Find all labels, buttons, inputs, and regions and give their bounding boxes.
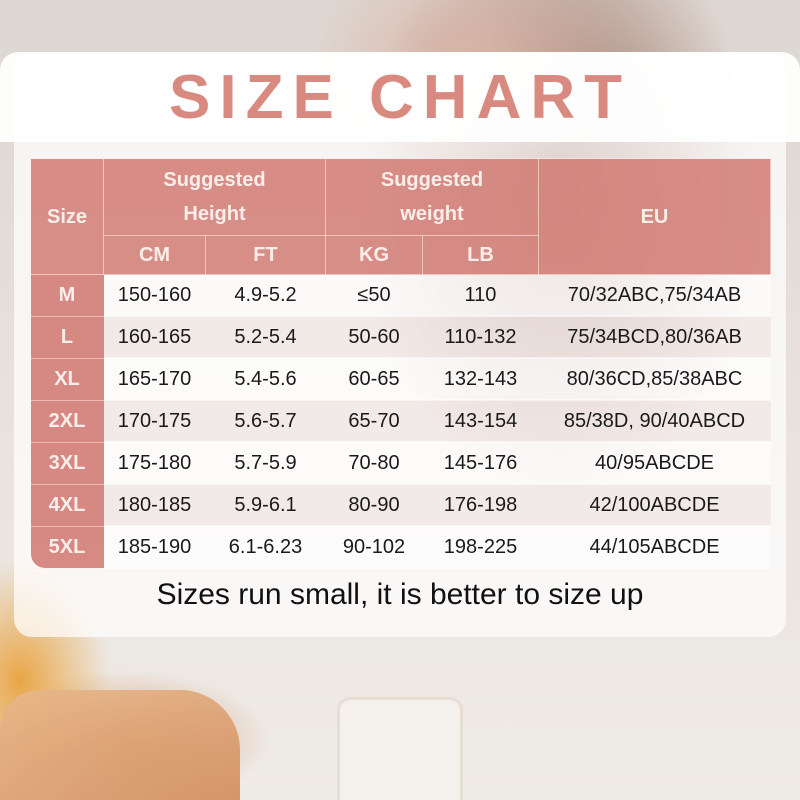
cell-ft: 5.2-5.4 xyxy=(205,316,326,359)
cell-cm: 170-175 xyxy=(103,400,206,443)
table-row: L 160-165 5.2-5.4 50-60 110-132 75/34BCD,80/3… xyxy=(30,316,771,359)
table-row: XL 165-170 5.4-5.6 60-65 132-143 80/36CD,85/3… xyxy=(30,358,771,401)
cell-eu: 44/105ABCDE xyxy=(538,526,771,569)
cell-lb: 176-198 xyxy=(422,484,539,527)
cell-kg: 70-80 xyxy=(325,442,423,485)
header-weight: Suggested weight xyxy=(325,158,539,236)
cell-cm: 185-190 xyxy=(103,526,206,569)
size-table: Size Suggested Height Suggested weight E… xyxy=(30,158,771,569)
header-weight-label: Suggested weight xyxy=(380,169,484,225)
size-note: Sizes run small, it is better to size up xyxy=(156,578,644,611)
cell-ft: 5.9-6.1 xyxy=(205,484,326,527)
background-food-photo xyxy=(0,690,240,800)
header-ft: FT xyxy=(205,235,326,275)
cell-size: M xyxy=(30,274,104,317)
cell-kg: 80-90 xyxy=(325,484,423,527)
cell-lb: 132-143 xyxy=(422,358,539,401)
cell-size: 5XL xyxy=(30,526,104,569)
cell-kg: 65-70 xyxy=(325,400,423,443)
background-cup-photo xyxy=(340,700,460,800)
cell-kg: 50-60 xyxy=(325,316,423,359)
cell-lb: 198-225 xyxy=(422,526,539,569)
cell-cm: 180-185 xyxy=(103,484,206,527)
header-height-label: Suggested Height xyxy=(163,169,266,225)
cell-eu: 80/36CD,85/38ABC xyxy=(538,358,771,401)
cell-cm: 150-160 xyxy=(103,274,206,317)
cell-lb: 145-176 xyxy=(422,442,539,485)
header-lb: LB xyxy=(422,235,539,275)
table-row: 5XL 185-190 6.1-6.23 90-102 198-225 44/105ABC… xyxy=(30,526,771,569)
cell-kg: 60-65 xyxy=(325,358,423,401)
cell-kg: ≤50 xyxy=(325,274,423,317)
cell-eu: 42/100ABCDE xyxy=(538,484,771,527)
cell-cm: 165-170 xyxy=(103,358,206,401)
table-row: 3XL 175-180 5.7-5.9 70-80 145-176 40/95ABCDE xyxy=(30,442,771,485)
cell-eu: 40/95ABCDE xyxy=(538,442,771,485)
cell-ft: 5.6-5.7 xyxy=(205,400,326,443)
cell-lb: 110-132 xyxy=(422,316,539,359)
header-size: Size xyxy=(30,158,104,275)
cell-eu: 75/34BCD,80/36AB xyxy=(538,316,771,359)
header-height: Suggested Height xyxy=(103,158,326,236)
cell-size: 2XL xyxy=(30,400,104,443)
cell-size: 3XL xyxy=(30,442,104,485)
page-title: SIZE CHART xyxy=(0,52,800,142)
cell-lb: 143-154 xyxy=(422,400,539,443)
cell-size: L xyxy=(30,316,104,359)
cell-size: 4XL xyxy=(30,484,104,527)
cell-ft: 4.9-5.2 xyxy=(205,274,326,317)
cell-cm: 160-165 xyxy=(103,316,206,359)
cell-ft: 5.7-5.9 xyxy=(205,442,326,485)
table-row: 4XL 180-185 5.9-6.1 80-90 176-198 42/100ABCDE xyxy=(30,484,771,527)
cell-size: XL xyxy=(30,358,104,401)
header-kg: KG xyxy=(325,235,423,275)
cell-ft: 5.4-5.6 xyxy=(205,358,326,401)
header-eu: EU xyxy=(538,158,771,275)
table-row: M 150-160 4.9-5.2 ≤50 110 70/32ABC,75/34AB xyxy=(30,274,771,317)
cell-ft: 6.1-6.23 xyxy=(205,526,326,569)
cell-cm: 175-180 xyxy=(103,442,206,485)
cell-eu: 70/32ABC,75/34AB xyxy=(538,274,771,317)
table-row: 2XL 170-175 5.6-5.7 65-70 143-154 85/38D, 90/… xyxy=(30,400,771,443)
cell-lb: 110 xyxy=(422,274,539,317)
cell-eu: 85/38D, 90/40ABCD xyxy=(538,400,771,443)
header-cm: CM xyxy=(103,235,206,275)
cell-kg: 90-102 xyxy=(325,526,423,569)
